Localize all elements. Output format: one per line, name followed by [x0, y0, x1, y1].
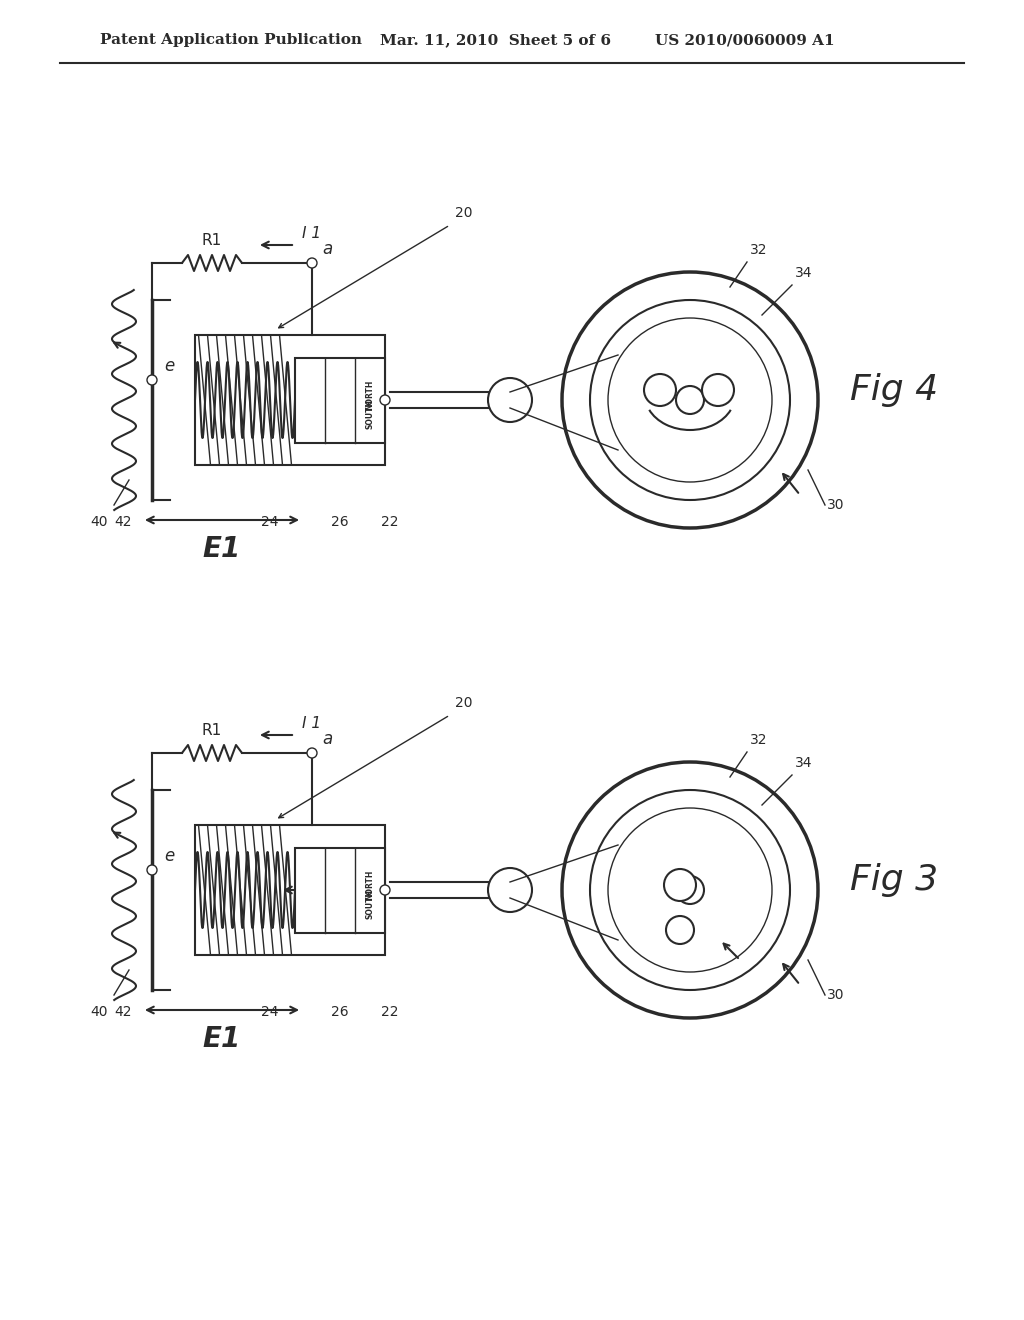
Text: US 2010/0060009 A1: US 2010/0060009 A1	[655, 33, 835, 48]
Circle shape	[380, 884, 390, 895]
Circle shape	[380, 395, 390, 405]
Text: 20: 20	[455, 206, 472, 220]
Circle shape	[676, 876, 705, 904]
Text: R1: R1	[202, 723, 222, 738]
Ellipse shape	[608, 318, 772, 482]
Text: NORTH: NORTH	[366, 870, 374, 900]
Circle shape	[307, 748, 317, 758]
Text: 30: 30	[827, 498, 845, 512]
Text: NORTH: NORTH	[366, 380, 374, 411]
Text: 32: 32	[750, 243, 768, 257]
Text: a: a	[322, 730, 332, 748]
Ellipse shape	[562, 272, 818, 528]
Text: 42: 42	[115, 1005, 132, 1019]
Text: I 1: I 1	[302, 715, 322, 731]
Text: 20: 20	[455, 696, 472, 710]
Text: 22: 22	[381, 1005, 398, 1019]
Circle shape	[644, 374, 676, 407]
Text: 34: 34	[795, 267, 812, 280]
Circle shape	[488, 378, 532, 422]
Bar	[195, 335, 385, 465]
Ellipse shape	[608, 808, 772, 972]
Bar	[195, 825, 385, 954]
Bar	[295, 847, 385, 932]
Circle shape	[702, 374, 734, 407]
Text: 40: 40	[90, 515, 108, 529]
Circle shape	[307, 257, 317, 268]
Text: E1: E1	[203, 1026, 241, 1053]
Circle shape	[147, 375, 157, 385]
Text: 42: 42	[115, 515, 132, 529]
Text: 26: 26	[331, 515, 349, 529]
Ellipse shape	[590, 789, 790, 990]
Text: 24: 24	[261, 515, 279, 529]
Circle shape	[666, 916, 694, 944]
Text: 40: 40	[90, 1005, 108, 1019]
Text: 24: 24	[261, 1005, 279, 1019]
Text: Fig 4: Fig 4	[850, 374, 938, 407]
Text: SOUTH: SOUTH	[366, 399, 374, 429]
Circle shape	[676, 385, 705, 414]
Text: 32: 32	[750, 733, 768, 747]
Text: I 1: I 1	[302, 226, 322, 242]
Text: Mar. 11, 2010  Sheet 5 of 6: Mar. 11, 2010 Sheet 5 of 6	[380, 33, 611, 48]
Text: R1: R1	[202, 234, 222, 248]
Text: 30: 30	[827, 987, 845, 1002]
Circle shape	[664, 869, 696, 902]
Text: 26: 26	[331, 1005, 349, 1019]
Circle shape	[488, 869, 532, 912]
Text: Fig 3: Fig 3	[850, 863, 938, 898]
Text: 22: 22	[381, 515, 398, 529]
Text: e: e	[164, 847, 174, 865]
Bar	[295, 358, 385, 442]
Circle shape	[147, 865, 157, 875]
Ellipse shape	[590, 300, 790, 500]
Text: a: a	[322, 240, 332, 257]
Text: 34: 34	[795, 756, 812, 770]
Ellipse shape	[562, 762, 818, 1018]
Text: SOUTH: SOUTH	[366, 888, 374, 919]
Text: e: e	[164, 356, 174, 375]
Text: E1: E1	[203, 535, 241, 564]
Text: Patent Application Publication: Patent Application Publication	[100, 33, 362, 48]
